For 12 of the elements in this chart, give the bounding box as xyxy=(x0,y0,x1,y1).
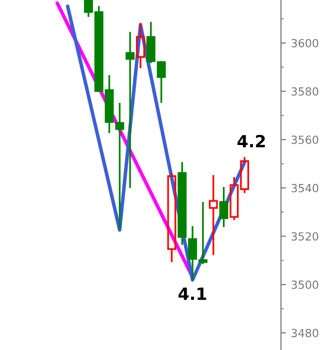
y-tick-label: 3500 xyxy=(292,280,318,289)
y-tick-label: 3580 xyxy=(292,87,318,96)
y-tick-label: 3520 xyxy=(292,232,318,241)
annotation: 4.1 xyxy=(178,288,206,300)
candlestick xyxy=(208,174,218,256)
candlestick xyxy=(126,31,135,189)
candlestick xyxy=(136,22,145,69)
y-tick-label: 3560 xyxy=(292,136,318,144)
y-tick-label: 3480 xyxy=(292,328,318,338)
y-tick-label: 3600 xyxy=(292,38,318,48)
y-tick-label: 3540 xyxy=(292,184,318,192)
annotation: 4.2 xyxy=(238,134,265,148)
